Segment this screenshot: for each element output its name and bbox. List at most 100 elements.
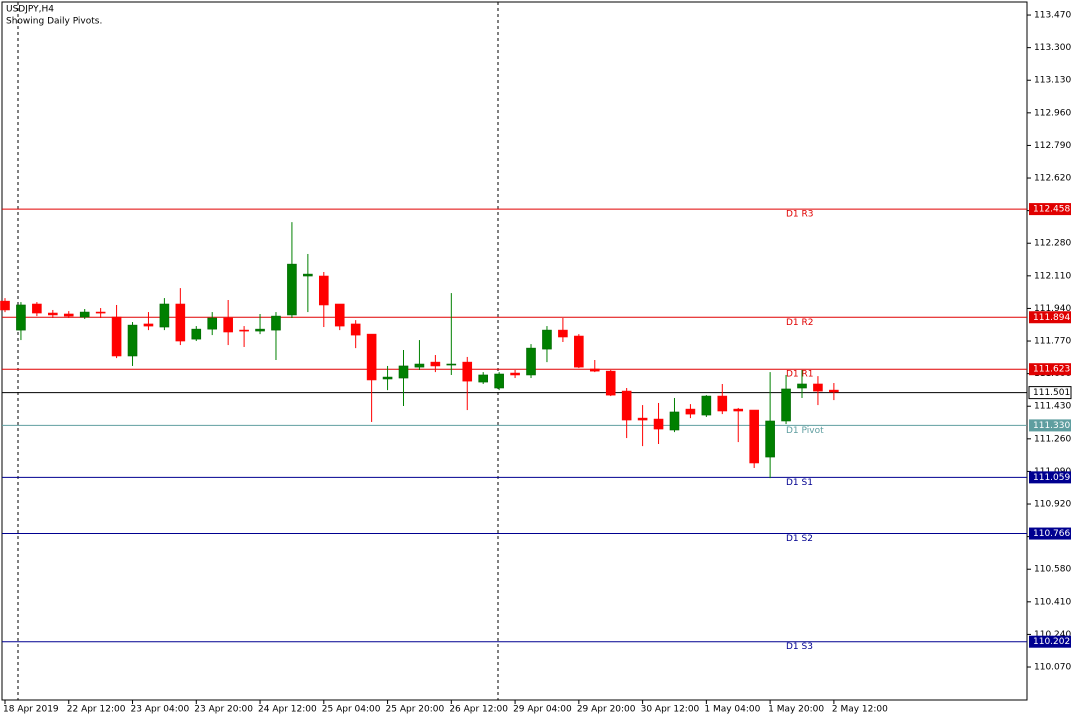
x-tick-label: 23 Apr 20:00 — [194, 705, 253, 715]
candle-body — [159, 303, 170, 328]
pivot-price-label: 112.458 — [1033, 205, 1070, 215]
candle-body — [653, 418, 664, 430]
candle-body — [829, 389, 839, 393]
candle-body — [797, 383, 807, 389]
candle-body — [430, 361, 441, 367]
pivot-price-label: 111.330 — [1033, 421, 1070, 431]
pivot-price-box — [1029, 527, 1071, 540]
candle-body — [558, 329, 568, 338]
y-tick-label: 111.260 — [1034, 434, 1071, 444]
candle-body — [223, 317, 233, 333]
candle-body — [32, 303, 42, 314]
pivot-price-box — [1029, 635, 1071, 648]
y-tick-label: 112.620 — [1034, 174, 1071, 184]
candle-body — [526, 347, 536, 376]
pivot-name: D1 R2 — [786, 318, 814, 328]
candle-body — [175, 303, 186, 342]
pivot-price-box — [1029, 203, 1071, 216]
y-tick-label: 112.960 — [1034, 108, 1071, 118]
candle-body — [95, 311, 106, 314]
candle-body — [701, 395, 712, 416]
x-tick-label: 24 Apr 12:00 — [258, 705, 317, 715]
y-tick-label: 110.580 — [1034, 565, 1071, 575]
candle-body — [318, 275, 329, 306]
pivot-price-label: 111.623 — [1033, 365, 1070, 375]
x-tick-label: 25 Apr 20:00 — [386, 705, 445, 715]
pivot-price-label: 111.059 — [1033, 473, 1070, 483]
pivot-price-label: 110.202 — [1033, 637, 1070, 647]
candle-body — [143, 323, 154, 327]
y-tick-label: 112.280 — [1034, 239, 1071, 249]
y-tick-label: 110.410 — [1034, 597, 1071, 607]
candle-body — [605, 370, 616, 396]
y-tick-label: 111.430 — [1034, 402, 1071, 412]
candle-body — [111, 316, 122, 357]
candle-body — [765, 420, 775, 458]
candle-body — [255, 328, 265, 332]
candle-body — [510, 372, 520, 376]
y-tick-label: 110.240 — [1034, 630, 1071, 640]
candle-body — [382, 376, 393, 380]
x-tick-label: 30 Apr 12:00 — [641, 705, 700, 715]
x-tick-label: 25 Apr 04:00 — [322, 705, 381, 715]
x-tick-label: 29 Apr 20:00 — [577, 705, 636, 715]
pivot-price-label: 111.894 — [1033, 313, 1070, 323]
candle-body — [733, 408, 744, 412]
candle-body — [717, 395, 728, 412]
last-price-box — [1028, 386, 1072, 400]
x-tick-label: 26 Apr 12:00 — [449, 705, 508, 715]
x-tick-label: 22 Apr 12:00 — [67, 705, 126, 715]
candle-body — [446, 363, 457, 366]
y-tick-label: 111.940 — [1034, 304, 1071, 314]
pivot-price-box — [1029, 419, 1071, 432]
y-tick-label: 110.920 — [1034, 500, 1071, 510]
chart-subtitle: Showing Daily Pivots. — [6, 17, 102, 27]
candle-body — [398, 365, 409, 379]
pivot-price-box — [1029, 471, 1071, 484]
candle-body — [685, 408, 696, 415]
candle-body — [637, 417, 648, 421]
y-tick-label: 110.070 — [1034, 663, 1071, 673]
x-tick-label: 18 Apr 2019 — [3, 705, 59, 715]
pivot-price-box — [1029, 363, 1071, 376]
pivot-price-label: 110.766 — [1033, 529, 1070, 539]
candle-body — [494, 373, 504, 389]
candle-body — [414, 363, 425, 368]
chart-title: USDJPY,H4 — [6, 5, 54, 15]
candle-body — [574, 335, 584, 368]
candle-body — [239, 329, 249, 332]
pivot-name: D1 Pivot — [786, 426, 824, 436]
x-tick-label: 2 May 12:00 — [832, 705, 888, 715]
pivot-name: D1 R3 — [786, 210, 814, 220]
candle-body — [127, 324, 138, 357]
candle-body — [542, 329, 552, 350]
candle-body — [16, 304, 26, 331]
candle-body — [462, 361, 473, 382]
plot-frame — [1, 1, 1028, 701]
candle-body — [334, 303, 345, 327]
candle-body — [350, 323, 361, 336]
candle-body — [207, 317, 218, 330]
y-tick-label: 113.470 — [1034, 11, 1071, 21]
y-tick-label: 111.770 — [1034, 337, 1071, 347]
candle-body — [63, 313, 74, 317]
candle-body — [191, 328, 202, 340]
pivot-name: D1 R1 — [786, 370, 814, 380]
x-tick-label: 1 May 04:00 — [704, 705, 760, 715]
candle-body — [48, 312, 58, 316]
x-tick-label: 1 May 20:00 — [768, 705, 824, 715]
candle-body — [781, 388, 791, 422]
candle-body — [0, 300, 10, 311]
y-tick-label: 112.790 — [1034, 141, 1071, 151]
candle-body — [478, 374, 489, 383]
pivot-name: D1 S3 — [786, 642, 813, 652]
candle-body — [749, 409, 759, 464]
pivot-name: D1 S1 — [786, 478, 813, 488]
candle-body — [271, 315, 281, 331]
y-tick-label: 112.110 — [1034, 271, 1071, 281]
pivot-name: D1 S2 — [786, 534, 813, 544]
candle-body — [669, 411, 680, 431]
candle-body — [813, 383, 823, 392]
